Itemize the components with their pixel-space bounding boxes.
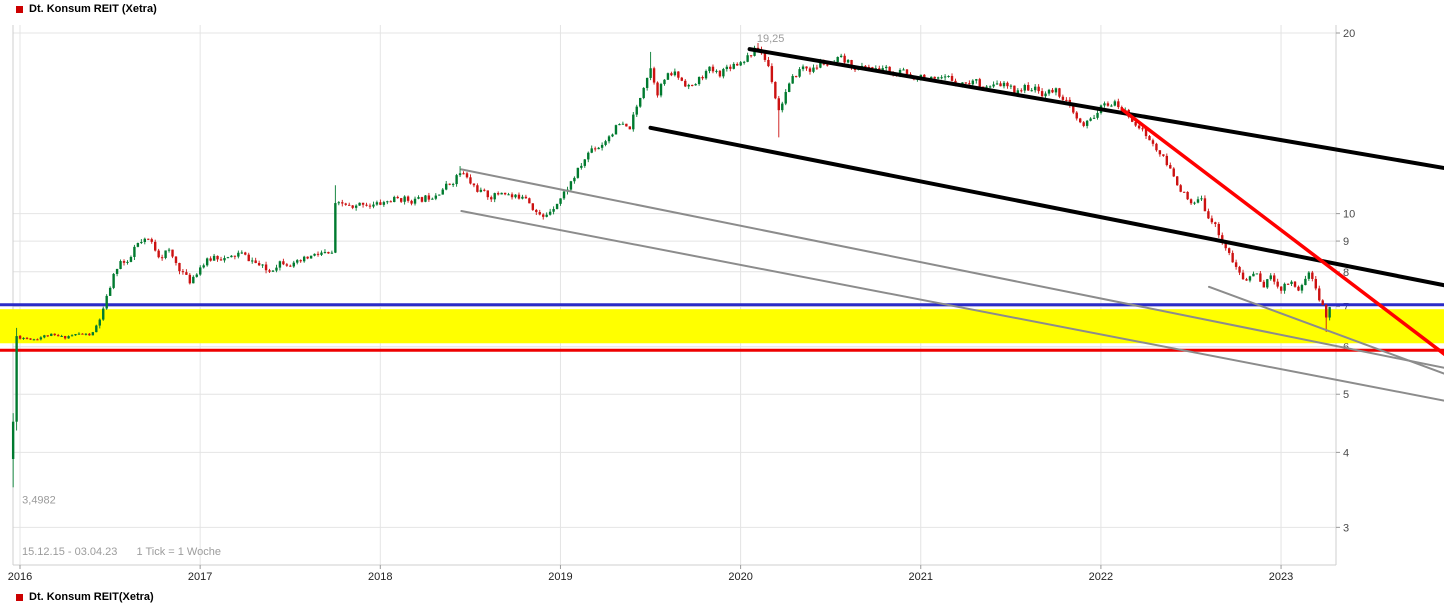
gray-channel-lower-line xyxy=(460,210,1444,402)
grid-layer xyxy=(13,25,1336,565)
date-range-label: 15.12.15 - 03.04.23 xyxy=(22,546,118,558)
chart-range-info: 15.12.15 - 03.04.23 1 Tick = 1 Woche xyxy=(22,546,221,558)
candles-layer xyxy=(11,42,1331,488)
support-zone-band xyxy=(0,309,1444,344)
black-channel-upper-line xyxy=(747,47,1444,171)
svg-text:20: 20 xyxy=(1343,28,1355,40)
x-axis-labels: 2016 2017 2018 2019 2020 2021 2022 2023 xyxy=(8,565,1293,583)
svg-text:2023: 2023 xyxy=(1269,571,1293,583)
svg-text:2021: 2021 xyxy=(909,571,933,583)
red-downtrend-line xyxy=(1120,107,1444,357)
plot-border xyxy=(12,25,1337,566)
gray-channel-upper-line xyxy=(460,168,1444,369)
svg-text:9: 9 xyxy=(1343,236,1349,248)
svg-text:2020: 2020 xyxy=(728,571,752,583)
trend-lines-layer xyxy=(460,47,1444,402)
svg-text:3: 3 xyxy=(1343,522,1349,534)
gray-short-trend-line xyxy=(1207,285,1444,375)
legend-series-label: Dt. Konsum REIT(Xetra) xyxy=(29,591,154,603)
series-marker-icon xyxy=(16,5,23,13)
chart-title: Dt. Konsum REIT (Xetra) xyxy=(29,3,157,15)
tick-interval-label: 1 Tick = 1 Woche xyxy=(136,546,221,558)
low-price-annotation: 3,4982 xyxy=(22,494,56,506)
bottom-legend: Dt. Konsum REIT(Xetra) xyxy=(16,591,154,603)
svg-text:7: 7 xyxy=(1343,302,1349,314)
svg-text:4: 4 xyxy=(1343,447,1349,459)
legend-series-marker-icon xyxy=(16,593,23,601)
chart-title-bar: Dt. Konsum REIT (Xetra) xyxy=(16,3,157,15)
svg-text:2016: 2016 xyxy=(8,571,32,583)
svg-text:5: 5 xyxy=(1343,389,1349,401)
svg-text:2017: 2017 xyxy=(188,571,212,583)
svg-text:2019: 2019 xyxy=(548,571,572,583)
high-price-annotation: 19,25 xyxy=(757,33,785,45)
svg-text:8: 8 xyxy=(1343,267,1349,279)
svg-text:2022: 2022 xyxy=(1089,571,1113,583)
svg-text:10: 10 xyxy=(1343,209,1355,221)
svg-text:2018: 2018 xyxy=(368,571,392,583)
